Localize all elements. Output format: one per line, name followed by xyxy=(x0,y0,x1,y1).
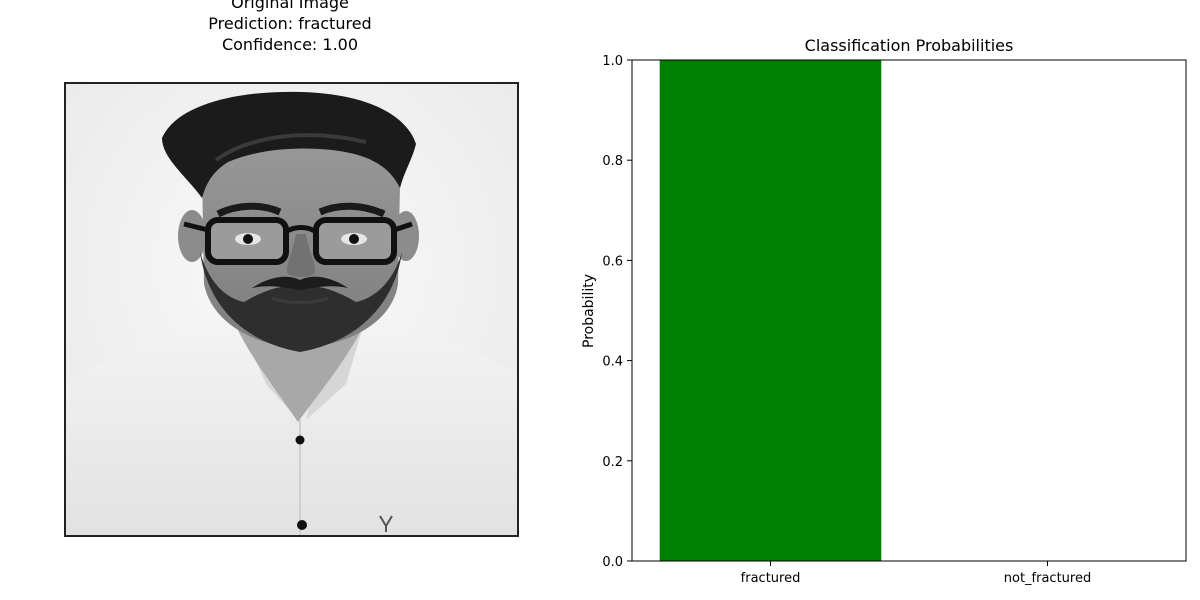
x-tick-label: fractured xyxy=(741,571,801,586)
image-title: Original Image xyxy=(231,0,349,12)
y-tick-label: 1.0 xyxy=(602,54,623,69)
y-tick-label: 0.2 xyxy=(602,455,623,470)
y-tick-label: 0.6 xyxy=(602,254,623,269)
portrait-photo xyxy=(66,84,517,535)
plot-area: 0.0 0.2 0.4 0.6 0.8 1.0 fractured not_fractured xyxy=(602,54,1187,586)
image-panel-title: Original Image Prediction: fractured Con… xyxy=(140,0,440,55)
plot-frame xyxy=(631,59,1187,562)
bar-fractured xyxy=(659,60,882,561)
chart-title: Classification Probabilities xyxy=(805,36,1014,55)
prediction-label: Prediction: fractured xyxy=(208,14,372,33)
y-tick-label: 0.8 xyxy=(602,154,623,169)
y-tick-label: 0.4 xyxy=(602,355,623,370)
original-image xyxy=(64,82,519,537)
confidence-label: Confidence: 1.00 xyxy=(221,35,359,54)
y-tick-label: 0.0 xyxy=(602,555,623,570)
x-tick-label: not_fractured xyxy=(1004,571,1091,586)
y-axis-label: Probability xyxy=(581,274,597,348)
